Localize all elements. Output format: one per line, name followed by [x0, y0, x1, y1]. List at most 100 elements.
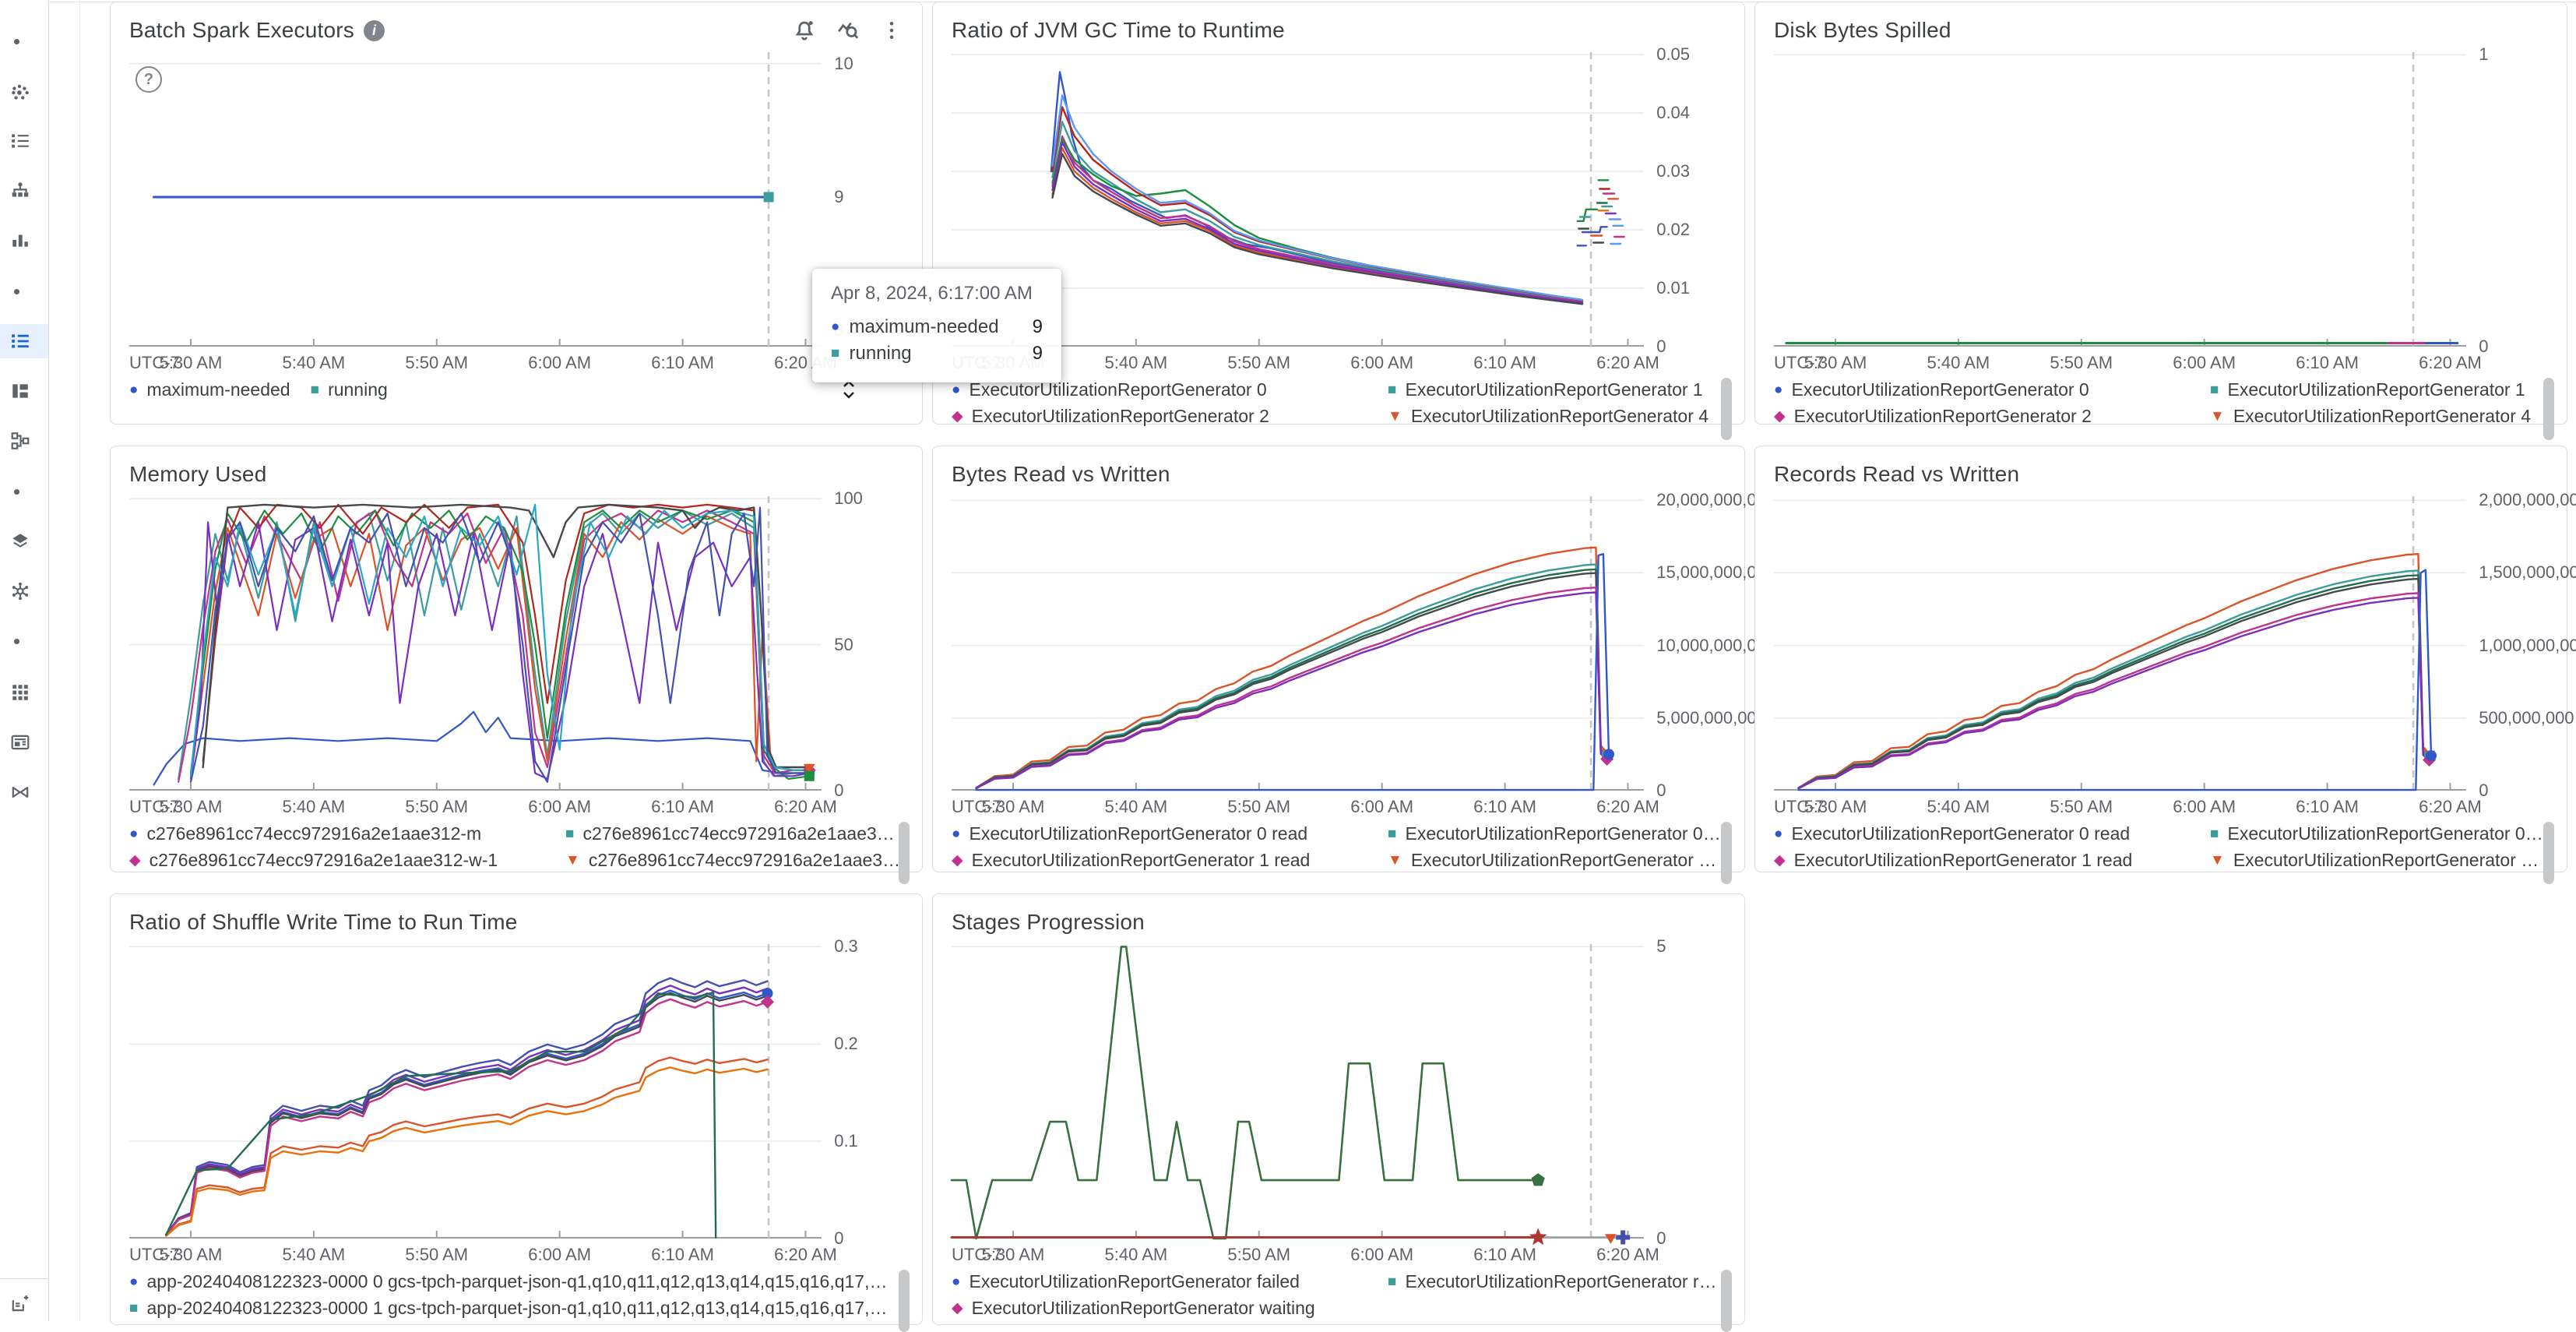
- help-icon[interactable]: ?: [135, 66, 162, 93]
- chart-plot-area[interactable]: [1774, 492, 2466, 791]
- legend: ● ExecutorUtilizationReportGenerator fail…: [952, 1268, 1732, 1332]
- legend-item[interactable]: ◆ ExecutorUtilizationReportGenerator 2: [1774, 406, 2210, 427]
- y-tick-label: 5: [1656, 936, 1666, 957]
- chart-plot-area[interactable]: [952, 492, 1644, 791]
- legend-item[interactable]: ● ExecutorUtilizationReportGenerator 0 re…: [1774, 823, 2210, 844]
- legend-item[interactable]: ▼ ExecutorUtilizationReportGenerator 1 wr…: [2210, 850, 2548, 871]
- apps-grid-icon[interactable]: [0, 675, 48, 710]
- legend-item[interactable]: ■ ExecutorUtilizationReportGenerator 0 wr…: [2210, 823, 2548, 844]
- y-axis: 0.05 0.04 0.03 0.02 0.01 0: [1649, 44, 1726, 356]
- legend-label: ExecutorUtilizationReportGenerator 1: [2227, 379, 2525, 400]
- legend-item[interactable]: ▼ ExecutorUtilizationReportGenerator 4: [2210, 406, 2531, 427]
- y-axis: 0.3 0.2 0.1 0: [826, 936, 903, 1248]
- legend-item[interactable]: ● ExecutorUtilizationReportGenerator 0 re…: [952, 823, 1388, 844]
- legend-scrollbar[interactable]: [899, 1270, 910, 1332]
- workflow-icon[interactable]: [0, 424, 48, 458]
- legend-item[interactable]: ● ExecutorUtilizationReportGenerator 0: [1774, 379, 2210, 400]
- legend-item[interactable]: ◆ ExecutorUtilizationReportGenerator 2: [952, 406, 1388, 427]
- batches-list-icon-active[interactable]: [0, 324, 48, 358]
- chart-plot-area[interactable]: [952, 48, 1644, 347]
- x-tick-label: 6:10 AM: [651, 353, 714, 372]
- legend-marker-icon: ◆: [129, 851, 141, 869]
- y-tick-label: 0: [1656, 337, 1666, 356]
- legend-scrollbar[interactable]: [1721, 822, 1732, 884]
- add-alert-icon[interactable]: [793, 19, 816, 42]
- compose-note-icon[interactable]: [0, 1287, 48, 1321]
- series-marker-icon: ●: [831, 319, 840, 335]
- legend: ● ExecutorUtilizationReportGenerator 0 ■ Ex…: [1774, 376, 2554, 440]
- legend-item[interactable]: ◆ ExecutorUtilizationReportGenerator 1 re…: [1774, 850, 2210, 871]
- legend-label: app-20240408122323-0000 0 gcs-tpch-parqu…: [146, 1270, 896, 1291]
- legend-label: ExecutorUtilizationReportGenerator 1 wri…: [2233, 849, 2548, 870]
- legend-item[interactable]: ◆ ExecutorUtilizationReportGenerator 1 re…: [952, 850, 1388, 871]
- list-icon[interactable]: [0, 124, 48, 158]
- legend-scrollbar[interactable]: [1721, 378, 1732, 440]
- legend-item[interactable]: ◆ c276e8961cc74ecc972916a2e1aae312-w-1: [129, 850, 565, 871]
- legend-item[interactable]: ■ ExecutorUtilizationReportGenerator 0 wr…: [1388, 823, 1726, 844]
- legend-item[interactable]: ■ running: [311, 379, 388, 400]
- legend-item[interactable]: ● maximum-needed: [129, 379, 290, 400]
- card-view-icon[interactable]: [0, 725, 48, 759]
- legend-marker-icon: ▼: [565, 851, 580, 869]
- legend-marker-icon: ▼: [1388, 407, 1402, 425]
- legend-item[interactable]: ● ExecutorUtilizationReportGenerator 0: [952, 379, 1388, 400]
- chart-card: Bytes Read vs Written 20,000,000,000 15,00…: [932, 446, 1775, 884]
- chart-plot-area[interactable]: [950, 939, 1644, 1246]
- legend-item[interactable]: ■ ExecutorUtilizationReportGenerator 1: [2210, 379, 2525, 400]
- legend-label: ExecutorUtilizationReportGenerator 2: [1793, 405, 2092, 426]
- more-dot-icon[interactable]: [0, 624, 48, 658]
- y-tick-label: 1,000,000,000: [2479, 635, 2576, 655]
- layers-icon[interactable]: [0, 524, 48, 559]
- more-dot-icon[interactable]: [0, 474, 48, 509]
- legend-item[interactable]: ▼ ExecutorUtilizationReportGenerator 4: [1388, 406, 1709, 427]
- legend-scrollbar[interactable]: [899, 822, 910, 884]
- more-vert-icon[interactable]: [880, 19, 903, 42]
- legend-label: ExecutorUtilizationReportGenerator 0 rea…: [969, 823, 1308, 844]
- legend: ● ExecutorUtilizationReportGenerator 0 ■ Ex…: [952, 376, 1732, 440]
- legend-label: ExecutorUtilizationReportGenerator 2: [971, 405, 1269, 426]
- legend-label: ExecutorUtilizationReportGenerator runni…: [1405, 1270, 1726, 1291]
- legend-label: ExecutorUtilizationReportGenerator 4: [1410, 405, 1709, 426]
- legend-item[interactable]: ■ app-20240408122323-0000 1 gcs-tpch-parq…: [129, 1298, 896, 1319]
- x-tick-label: 5:30 AM: [159, 797, 223, 816]
- lineage-graph-icon[interactable]: [0, 76, 48, 110]
- legend-label: ExecutorUtilizationReportGenerator 0 wri…: [2227, 823, 2548, 844]
- legend-item[interactable]: ● c276e8961cc74ecc972916a2e1aae312-m: [129, 823, 565, 844]
- legend-scrollbar[interactable]: [2543, 822, 2554, 884]
- dashboard-icon[interactable]: [0, 374, 48, 408]
- chart-plot-area[interactable]: ?: [129, 48, 822, 347]
- legend-marker-icon: ●: [1774, 381, 1783, 398]
- legend-item[interactable]: ▼ ExecutorUtilizationReportGenerator 1 wr…: [1388, 850, 1726, 871]
- legend-item[interactable]: ◆ ExecutorUtilizationReportGenerator wait…: [952, 1298, 1315, 1319]
- more-dot-icon[interactable]: [0, 24, 48, 58]
- legend-item[interactable]: ● app-20240408122323-0000 0 gcs-tpch-parq…: [129, 1271, 896, 1292]
- chart-card: Disk Bytes Spilled 1 0 UTC-7 5:30 AM 5:40 AM 5…: [1754, 2, 2567, 440]
- chart-title: Stages Progression: [952, 910, 1145, 934]
- cluster-tree-icon[interactable]: [0, 174, 48, 208]
- info-icon[interactable]: i: [364, 19, 385, 41]
- legend-item[interactable]: ▼ c276e8961cc74ecc972916a2e1aae312-w-2: [565, 850, 903, 871]
- legend-label: ExecutorUtilizationReportGenerator 0 wri…: [1405, 823, 1726, 844]
- y-axis: 100 50 0: [826, 488, 903, 800]
- chart-plot-area[interactable]: [1774, 48, 2466, 347]
- y-tick-label: 0: [2479, 781, 2489, 800]
- x-tick-label: 6:20 AM: [1596, 1245, 1659, 1264]
- legend-item[interactable]: ■ ExecutorUtilizationReportGenerator runn…: [1388, 1271, 1726, 1292]
- looker-bowtie-icon[interactable]: [0, 775, 48, 809]
- legend-scrollbar[interactable]: [1721, 1270, 1732, 1332]
- legend-item[interactable]: ■ ExecutorUtilizationReportGenerator 1: [1388, 379, 1703, 400]
- legend-scrollbar[interactable]: [2543, 378, 2554, 440]
- chart-plot-area[interactable]: [129, 492, 822, 791]
- network-hub-icon[interactable]: [0, 574, 48, 608]
- x-tick-label: 6:00 AM: [528, 1245, 592, 1264]
- legend-item[interactable]: ● ExecutorUtilizationReportGenerator fail…: [952, 1271, 1388, 1292]
- explore-chart-icon[interactable]: [836, 19, 860, 42]
- bar-chart-icon[interactable]: [0, 223, 48, 257]
- chart-plot-area[interactable]: [129, 939, 822, 1239]
- more-dot-icon[interactable]: [0, 274, 48, 308]
- x-tick-label: 6:00 AM: [1350, 1245, 1414, 1264]
- legend-item[interactable]: ■ c276e8961cc74ecc972916a2e1aae312-w-0: [565, 823, 903, 844]
